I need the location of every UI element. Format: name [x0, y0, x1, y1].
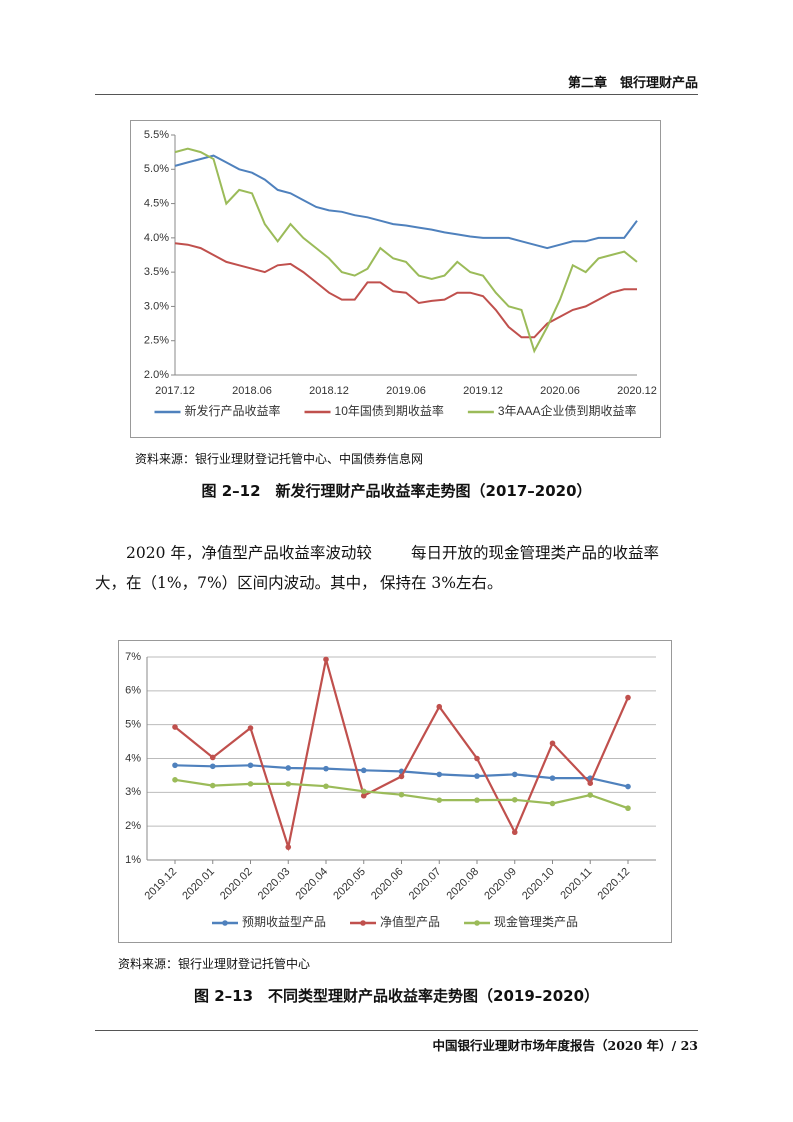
data-point: [398, 791, 405, 798]
data-point: [511, 771, 518, 778]
source-note: 资料来源：银行业理财登记托管中心: [118, 957, 311, 971]
data-point: [323, 765, 329, 772]
data-point: [398, 773, 405, 780]
running-footer: 中国银行业理财市场年度报告（2020 年）/ 23: [432, 1038, 698, 1053]
series-line: [174, 154, 638, 250]
legend-marker: [474, 920, 480, 926]
data-point: [474, 797, 480, 803]
y-tick-label: 4.5%: [144, 197, 169, 209]
legend-label: 新发行产品收益率: [185, 403, 281, 418]
data-point: [625, 805, 631, 812]
header-rule: [95, 94, 698, 95]
legend: 预期收益型产品 净值型产品 现金管理类产品: [212, 914, 578, 929]
data-point: [285, 781, 292, 787]
x-tick-label: 2018.06: [232, 385, 272, 397]
x-tick-label: 2018.12: [309, 385, 349, 397]
data-point: [360, 767, 367, 774]
paragraph: 每日开放的现金管理类产品的收益率保持在 3%左右。: [380, 544, 660, 592]
data-point: [247, 781, 254, 787]
legend-marker: [222, 920, 228, 926]
legend-label: 3年AAA企业债到期收益率: [498, 403, 637, 418]
y-tick-label: 1%: [125, 854, 141, 866]
data-point: [209, 782, 216, 789]
y-tick-label: 3.5%: [144, 266, 169, 278]
data-point: [511, 829, 518, 836]
data-point: [360, 788, 367, 795]
y-tick-label: 4.0%: [144, 232, 169, 244]
data-point: [209, 763, 216, 770]
legend-label: 净值型产品: [380, 914, 440, 929]
data-point: [172, 762, 178, 769]
legend-marker: [360, 920, 366, 926]
legend-label: 现金管理类产品: [494, 914, 578, 929]
data-point: [436, 771, 443, 778]
chart-frame: [118, 640, 672, 943]
data-point: [323, 783, 329, 790]
data-point: [625, 783, 631, 790]
y-tick-label: 5.5%: [144, 129, 169, 141]
data-point: [209, 754, 216, 761]
data-point: [549, 775, 556, 781]
y-tick-label: 3%: [125, 786, 141, 798]
y-tick-label: 2.0%: [144, 369, 169, 381]
y-tick-label: 5.0%: [144, 163, 169, 175]
series-line: [174, 242, 637, 339]
data-point: [172, 777, 178, 783]
data-point: [285, 765, 292, 771]
y-tick-label: 3.0%: [144, 300, 169, 312]
legend-label: 10年国债到期收益率: [335, 403, 444, 418]
x-tick-label: 2019.06: [386, 385, 426, 397]
source-note: 资料来源：银行业理财登记托管中心、中国债券信息网: [135, 452, 424, 466]
data-point: [436, 797, 443, 803]
y-tick-label: 7%: [125, 651, 141, 663]
y-tick-label: 6%: [125, 685, 141, 697]
data-point: [587, 792, 594, 798]
running-header: 第二章 银行理财产品: [567, 76, 698, 91]
data-point: [549, 740, 556, 747]
data-point: [549, 800, 556, 807]
data-point: [285, 844, 292, 850]
series-line: [174, 147, 638, 354]
y-tick-label: 2.5%: [144, 335, 169, 347]
x-tick-label: 2020.06: [540, 385, 580, 397]
chart: 1%2%3%4%5%6%7%2019.12 2020.01 2020.02 2020.…: [118, 640, 672, 943]
x-tick-label: 2019.12: [463, 385, 503, 397]
data-point: [323, 656, 329, 663]
data-point: [511, 796, 518, 803]
data-point: [474, 773, 480, 779]
x-tick-label: 2017.12: [155, 385, 195, 397]
data-point: [360, 792, 367, 799]
y-tick-label: 2%: [125, 820, 141, 832]
data-point: [172, 724, 178, 730]
data-point: [587, 780, 594, 786]
data-point: [247, 725, 254, 731]
legend: 新发行产品收益率 10年国债到期收益率 3年AAA企业债到期收益率: [154, 403, 637, 418]
data-point: [474, 755, 480, 762]
figure-caption: 图 2–12 新发行理财产品收益率走势图（2017–2020）: [201, 482, 592, 500]
figure-caption: 图 2–13 不同类型理财产品收益率走势图（2019–2020）: [193, 987, 600, 1005]
y-tick-label: 4%: [125, 752, 141, 764]
chart-frame: [130, 120, 661, 438]
y-tick-label: 5%: [125, 719, 141, 731]
data-point: [436, 703, 443, 710]
x-tick-label: 2020.12: [617, 385, 657, 397]
chart: 2.0% 2.5% 3.0% 3.5% 4.0% 4.5% 5.0% 5.5% 2017.12 2…: [130, 120, 661, 438]
data-point: [625, 694, 631, 701]
data-point: [247, 762, 254, 769]
footer-rule: [95, 1030, 698, 1031]
paragraph: 2020 年，净值型产品收益率波动较大，在（1%，7%）区间内波动。其中，: [95, 544, 377, 592]
legend-label: 预期收益型产品: [242, 915, 326, 929]
